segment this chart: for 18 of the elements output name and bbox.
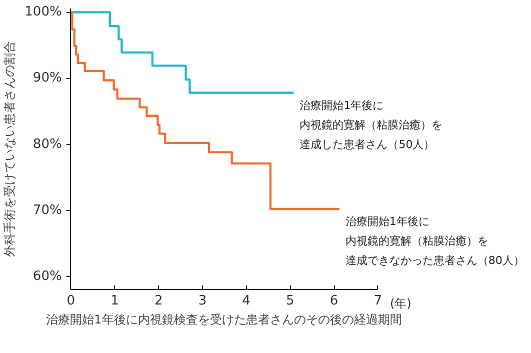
x-tick-label: 0 — [66, 294, 75, 309]
y-tick-label: 100% — [24, 4, 62, 20]
x-tick-label: 1 — [110, 294, 119, 309]
x-tick-label: 4 — [242, 294, 250, 309]
y-axis-title: 外科手術を受けていない患者さんの割合 — [2, 41, 16, 257]
x-axis-title: 治療開始1年後に内視鏡検査を受けた患者さんのその後の経過期間 — [46, 312, 402, 326]
series-label: 治療開始1年後に内視鏡的寛解（粘膜治癒）を達成した患者さん（50人） — [300, 98, 443, 151]
series-label: 治療開始1年後に内視鏡的寛解（粘膜治癒）を達成できなかった患者さん（80人） — [345, 214, 524, 267]
x-tick-label: 5 — [286, 294, 294, 309]
x-tick-label: 6 — [330, 294, 338, 309]
x-tick-label: 3 — [198, 294, 207, 309]
y-tick-label: 80% — [32, 136, 62, 152]
x-tick-label: 2 — [154, 294, 163, 309]
y-tick-label: 90% — [32, 70, 62, 86]
y-tick-label: 70% — [32, 202, 62, 218]
y-tick-label: 60% — [32, 268, 62, 284]
text: (年) — [390, 296, 412, 311]
x-tick-label: 7 — [374, 294, 382, 309]
